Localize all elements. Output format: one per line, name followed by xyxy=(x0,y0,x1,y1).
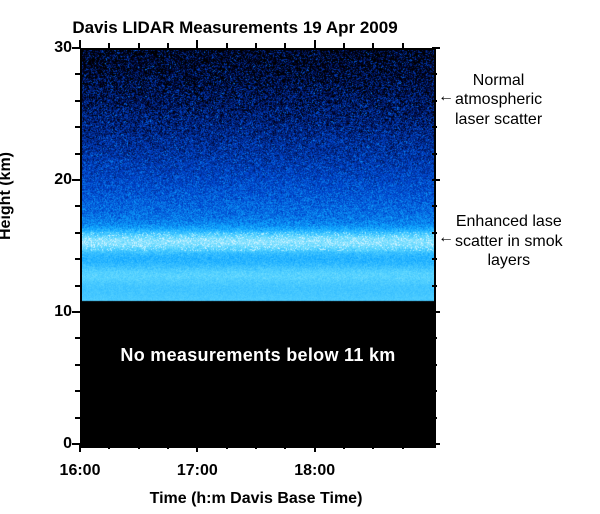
ytick-major-left xyxy=(72,179,80,181)
arrow-left-icon: ← xyxy=(438,229,454,247)
ytick-minor-left xyxy=(75,417,80,419)
ytick-minor-right xyxy=(432,126,437,128)
ytick-minor-left xyxy=(75,205,80,207)
xtick-label: 17:00 xyxy=(177,462,218,480)
xtick-minor-bottom xyxy=(402,444,404,449)
ytick-minor-left xyxy=(75,337,80,339)
ytick-minor-right xyxy=(432,285,437,287)
xtick-major-bottom xyxy=(79,444,81,452)
ytick-major-right xyxy=(432,47,440,49)
xtick-minor-top xyxy=(255,43,257,48)
xtick-minor-top xyxy=(226,43,228,48)
xtick-minor-top xyxy=(372,43,374,48)
xtick-minor-bottom xyxy=(284,444,286,449)
xtick-label: 18:00 xyxy=(294,462,335,480)
x-axis-label: Time (h:m Davis Base Time) xyxy=(80,490,432,508)
xtick-minor-bottom xyxy=(343,444,345,449)
heatmap-canvas xyxy=(82,50,434,446)
xtick-minor-bottom xyxy=(255,444,257,449)
xtick-minor-top xyxy=(343,43,345,48)
xtick-minor-bottom xyxy=(226,444,228,449)
lidar-chart-page: Davis LIDAR Measurements 19 Apr 2009 Hei… xyxy=(0,0,600,514)
ytick-label: 10 xyxy=(54,303,72,321)
ytick-minor-right xyxy=(432,205,437,207)
ytick-label: 20 xyxy=(54,171,72,189)
ytick-minor-left xyxy=(75,73,80,75)
ytick-minor-left xyxy=(75,390,80,392)
ytick-minor-right xyxy=(432,232,437,234)
y-axis-label: Height (km) xyxy=(0,152,15,240)
no-data-overlay: No measurements below 11 km xyxy=(82,345,434,366)
ytick-minor-right xyxy=(432,258,437,260)
xtick-major-top xyxy=(314,40,316,48)
heatmap-plot: No measurements below 11 km xyxy=(80,48,436,448)
ytick-minor-left xyxy=(75,258,80,260)
ytick-minor-right xyxy=(432,364,437,366)
ytick-major-left xyxy=(72,311,80,313)
ytick-label: 30 xyxy=(54,39,72,57)
ytick-minor-right xyxy=(432,73,437,75)
xtick-minor-bottom xyxy=(138,444,140,449)
ytick-minor-right xyxy=(432,390,437,392)
xtick-minor-top xyxy=(402,43,404,48)
ytick-major-right xyxy=(432,179,440,181)
ytick-minor-right xyxy=(432,417,437,419)
xtick-major-top xyxy=(196,40,198,48)
arrow-left-icon: ← xyxy=(438,88,454,106)
xtick-minor-bottom xyxy=(372,444,374,449)
annotation-label: Enhanced lasescatter in smoklayers xyxy=(455,212,563,270)
ytick-minor-right xyxy=(432,337,437,339)
xtick-minor-top xyxy=(138,43,140,48)
xtick-minor-bottom xyxy=(108,444,110,449)
ytick-minor-left xyxy=(75,100,80,102)
ytick-minor-right xyxy=(432,100,437,102)
ytick-minor-right xyxy=(432,153,437,155)
ytick-minor-left xyxy=(75,126,80,128)
xtick-major-bottom xyxy=(314,444,316,452)
xtick-minor-top xyxy=(167,43,169,48)
ytick-major-right xyxy=(432,443,440,445)
xtick-minor-top xyxy=(108,43,110,48)
xtick-major-bottom xyxy=(196,444,198,452)
xtick-label: 16:00 xyxy=(60,462,101,480)
ytick-label: 0 xyxy=(63,435,72,453)
xtick-minor-bottom xyxy=(167,444,169,449)
ytick-minor-left xyxy=(75,232,80,234)
ytick-minor-left xyxy=(75,285,80,287)
chart-title: Davis LIDAR Measurements 19 Apr 2009 xyxy=(0,18,470,38)
ytick-major-right xyxy=(432,311,440,313)
annotation-label: Normalatmosphericlaser scatter xyxy=(455,71,542,129)
ytick-minor-left xyxy=(75,364,80,366)
xtick-minor-top xyxy=(284,43,286,48)
ytick-minor-left xyxy=(75,153,80,155)
xtick-major-top xyxy=(79,40,81,48)
